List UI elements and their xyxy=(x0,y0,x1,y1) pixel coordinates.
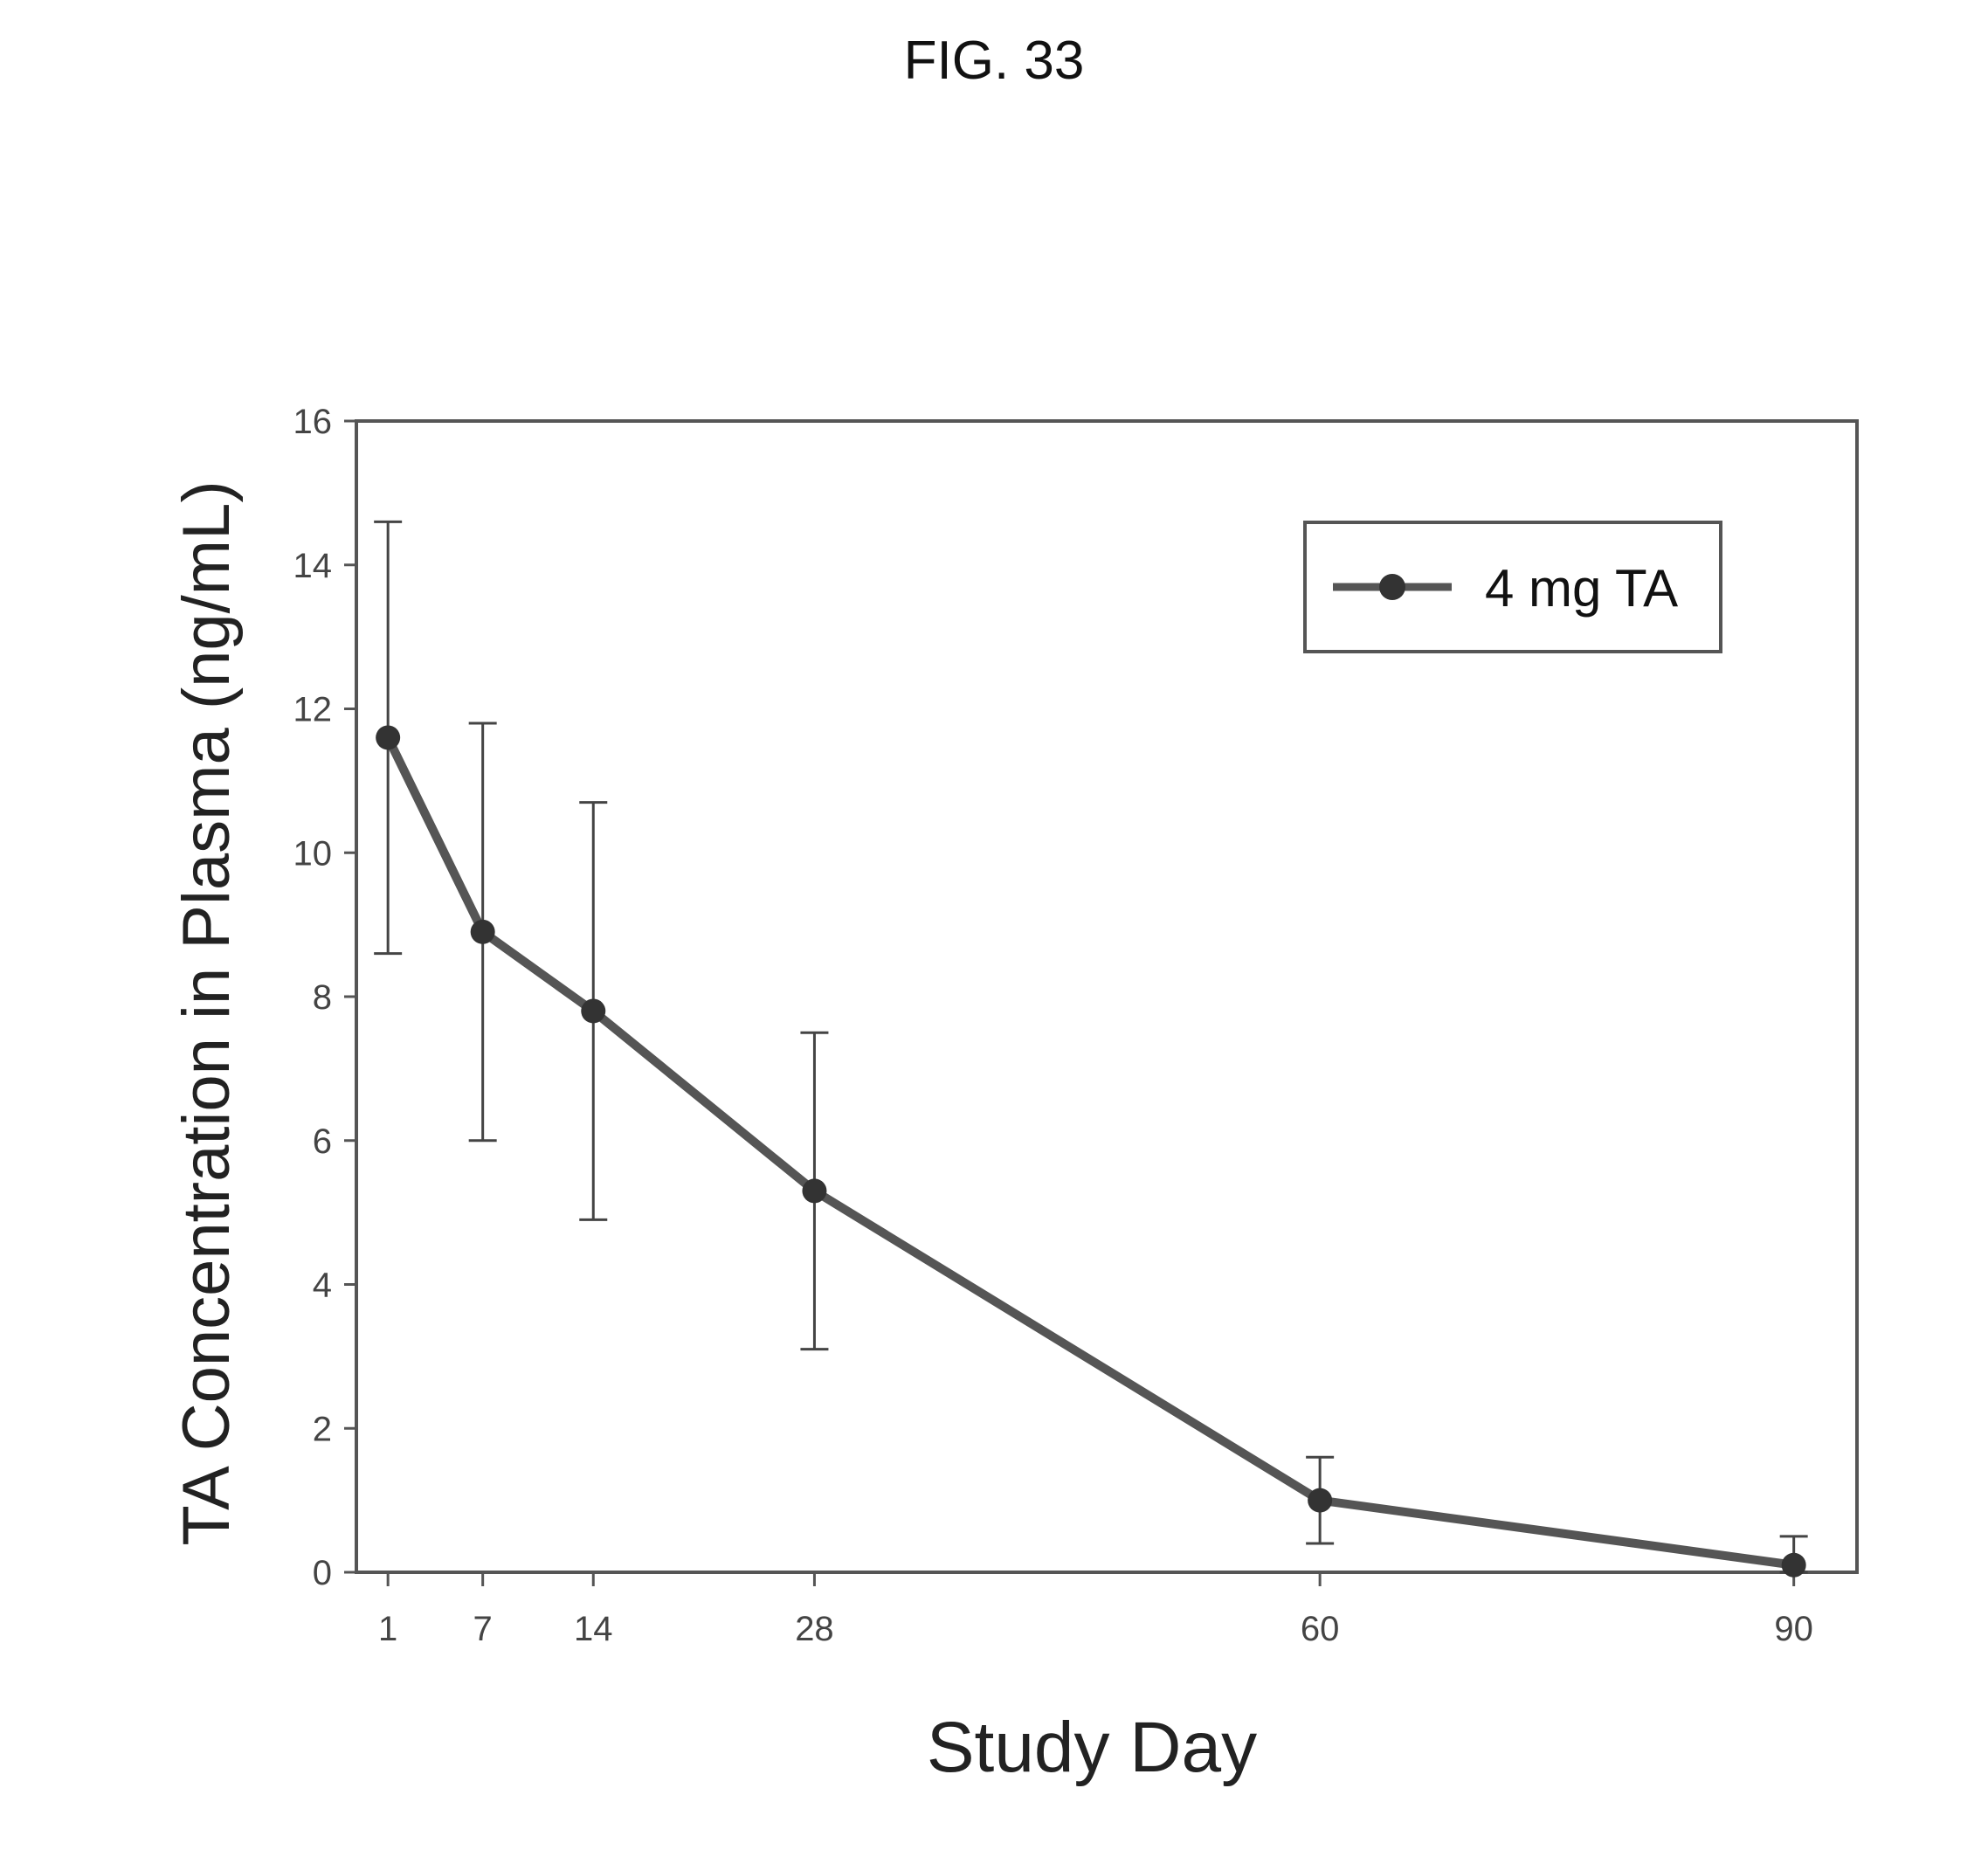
data-point xyxy=(376,725,400,749)
x-axis: 1 7 14 28 60 90 xyxy=(378,1572,1813,1648)
x-tick-label: 90 xyxy=(1774,1610,1813,1648)
y-tick-label: 6 xyxy=(313,1122,332,1161)
y-tick-label: 16 xyxy=(293,403,333,441)
y-tick-label: 14 xyxy=(293,547,333,585)
legend-marker-swatch xyxy=(1379,574,1405,600)
y-tick-label: 10 xyxy=(293,834,333,873)
error-bars xyxy=(374,521,1807,1572)
y-axis: 0 2 4 6 8 10 12 14 16 xyxy=(293,403,357,1592)
data-point xyxy=(471,920,495,944)
data-point xyxy=(1308,1488,1332,1513)
legend-label: 4 mg TA xyxy=(1485,559,1678,618)
y-tick-label: 0 xyxy=(313,1554,332,1592)
x-tick-label: 7 xyxy=(473,1610,493,1648)
data-point xyxy=(1782,1553,1806,1578)
data-point xyxy=(581,998,605,1023)
x-tick-label: 28 xyxy=(795,1610,834,1648)
y-tick-label: 4 xyxy=(313,1267,332,1305)
y-tick-label: 2 xyxy=(313,1410,332,1448)
x-tick-label: 60 xyxy=(1301,1610,1340,1648)
series-line xyxy=(388,737,1793,1564)
data-markers xyxy=(376,725,1805,1577)
y-tick-label: 8 xyxy=(313,978,332,1017)
y-axis-title: TA Concentration in Plasma (ng/mL) xyxy=(169,480,244,1545)
series-line-group xyxy=(388,737,1793,1564)
x-axis-title: Study Day xyxy=(927,1708,1257,1787)
data-point xyxy=(802,1178,826,1203)
x-tick-label: 14 xyxy=(574,1610,613,1648)
y-tick-label: 12 xyxy=(293,691,333,729)
x-tick-label: 1 xyxy=(378,1610,397,1648)
legend: 4 mg TA xyxy=(1305,522,1721,652)
